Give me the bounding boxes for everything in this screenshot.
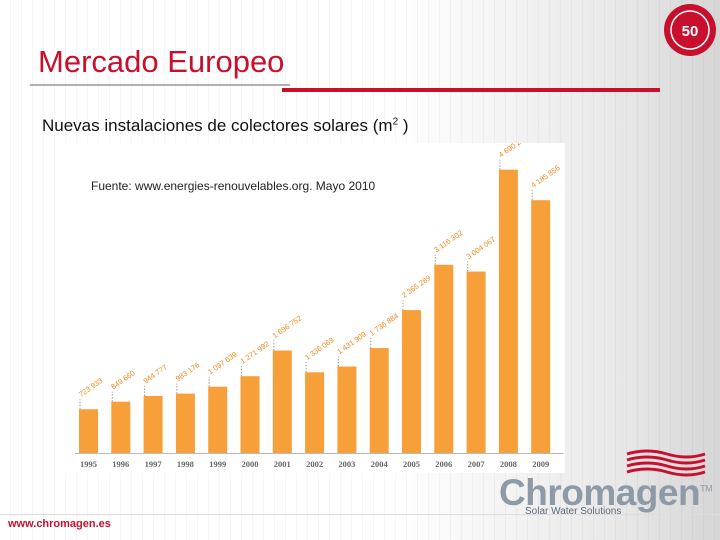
bar-1999: [208, 386, 228, 453]
data-label-2008: 4 690 244: [497, 143, 530, 159]
bar-1995: [79, 409, 98, 453]
subtitle-superscript: 2: [392, 116, 399, 128]
x-tick-2003: 2003: [338, 459, 355, 469]
x-tick-1999: 1999: [209, 459, 226, 469]
data-label-2000: 1 271 992: [238, 339, 271, 366]
bar-2004: [369, 348, 389, 453]
bar-2002: [305, 372, 325, 453]
chart-panel: 723 933 1995 849 660 1996 944 777 1997 983 176…: [55, 143, 565, 473]
x-tick-1995: 1995: [80, 459, 97, 469]
title-underline-red: [282, 88, 660, 92]
data-label-1999: 1 097 639: [206, 350, 239, 377]
bar-chart: 723 933 1995 849 660 1996 944 777 1997 983 176…: [75, 143, 564, 469]
slide-title: Mercado Europeo: [38, 44, 285, 79]
data-label-1995: 723 933: [77, 376, 104, 399]
brand-wave-icon: [626, 449, 706, 477]
bar-2007: [466, 271, 486, 453]
data-label-2009: 4 185 856: [529, 163, 562, 190]
brand-tm: TM: [700, 483, 713, 494]
title-underline-gray: [30, 84, 290, 86]
bar-2009: [531, 200, 551, 453]
x-tick-2007: 2007: [468, 459, 486, 469]
x-tick-1998: 1998: [177, 459, 194, 469]
bar-1997: [143, 395, 163, 453]
data-label-2002: 1 336 069: [303, 335, 336, 362]
x-tick-2009: 2009: [532, 459, 549, 469]
website-url: www.chromagen.es: [8, 518, 111, 530]
subtitle-close: ): [398, 116, 409, 135]
bar-2001: [272, 350, 292, 453]
data-label-1997: 944 777: [142, 363, 169, 386]
data-label-1998: 983 176: [174, 360, 201, 383]
data-label-2001: 1 696 752: [271, 314, 304, 341]
x-tick-1996: 1996: [112, 459, 129, 469]
bar-2008: [498, 169, 518, 453]
data-label-1996: 849 660: [109, 368, 136, 391]
footer-divider: [0, 514, 720, 515]
data-label-2006: 3 116 302: [432, 228, 464, 254]
chart-source: Fuente: www.energies-renouvelables.org. …: [91, 179, 376, 193]
brand-logo: ChromagenTM Solar Water Solutions: [495, 448, 720, 520]
brand-wordmark: ChromagenTM: [499, 472, 713, 514]
subtitle-text: Nuevas instalaciones de colectores solar…: [42, 116, 393, 135]
data-label-2005: 2 365 289: [400, 273, 433, 300]
bar-2005: [402, 310, 421, 453]
x-tick-1997: 1997: [145, 459, 163, 469]
x-tick-2004: 2004: [371, 459, 389, 469]
seal-number: 50: [682, 23, 699, 40]
bar-2003: [337, 366, 357, 453]
chart-subtitle: Nuevas instalaciones de colectores solar…: [42, 116, 409, 136]
x-tick-2002: 2002: [306, 459, 323, 469]
x-tick-2001: 2001: [274, 459, 291, 469]
anniversary-seal-icon: 50: [664, 4, 716, 56]
x-tick-2000: 2000: [242, 459, 259, 469]
data-label-2007: 3 004 067: [465, 235, 498, 262]
bar-1996: [111, 401, 131, 453]
x-tick-2008: 2008: [500, 459, 517, 469]
x-tick-2005: 2005: [403, 459, 420, 469]
bar-1998: [175, 393, 195, 453]
data-label-2004: 1 736 884: [368, 311, 401, 338]
brand-name-text: Chromagen: [499, 472, 701, 513]
bar-2006: [434, 264, 454, 453]
bar-2000: [240, 376, 260, 453]
brand-tagline: Solar Water Solutions: [525, 506, 622, 517]
data-label-2003: 1 431 909: [335, 330, 368, 357]
x-tick-2006: 2006: [435, 459, 452, 469]
